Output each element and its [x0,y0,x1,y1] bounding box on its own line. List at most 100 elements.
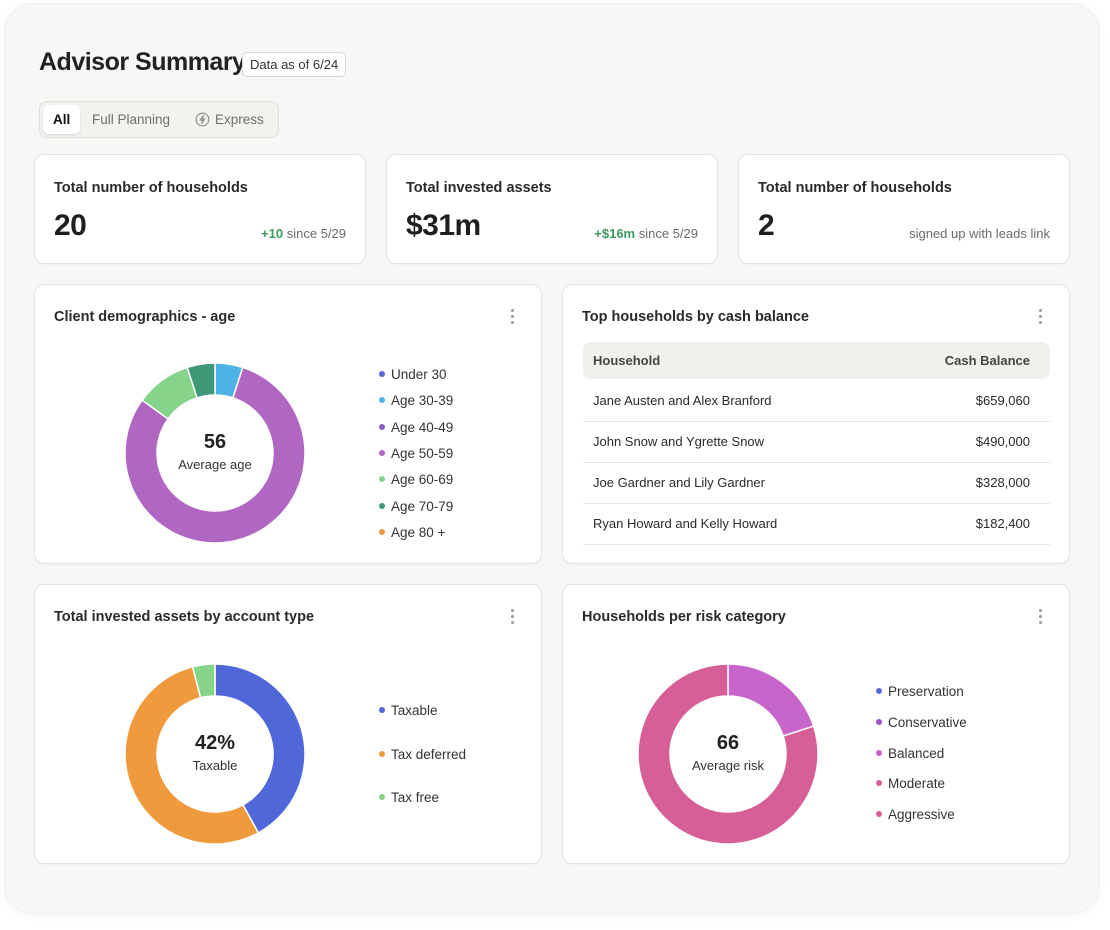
lightning-icon [195,112,210,127]
tab-express-label: Express [215,112,264,127]
tab-express[interactable]: Express [195,105,264,134]
donut-slice-age-70-79[interactable] [186,363,216,399]
legend-label: Age 60-69 [391,472,454,488]
legend-dot-icon [876,749,882,756]
stat-delta: +$16m [594,226,636,241]
table-row[interactable]: Ryan Howard and Kelly Howard $182,400 [583,504,1050,545]
legend-label: Age 30-39 [391,393,454,409]
average-age-label: Average age [178,457,252,472]
donut-slice-taxable[interactable] [214,664,305,834]
legend-item: Aggressive [876,807,955,822]
age-demographics-card: Client demographics - age 56 Average age… [34,284,542,564]
more-options-icon[interactable] [509,609,515,625]
stat-label: Total number of households [758,180,952,196]
legend-item: Tax deferred [379,747,466,762]
legend-dot-icon [379,449,385,456]
taxable-percent-label: Taxable [192,758,238,773]
taxable-percent-value: 42% [194,732,236,754]
legend-item: Age 80 + [379,525,445,540]
legend-item: Age 50-59 [379,446,453,461]
stat-card-invested-assets: Total invested assets $31m +$16m since 5… [386,154,718,264]
cash-balance: $328,000 [975,475,1030,490]
legend-item: Moderate [876,776,945,791]
cash-balance-card: Top households by cash balance Household… [562,284,1070,564]
legend-item: Preservation [876,684,964,699]
stat-label: Total number of households [54,180,248,196]
more-options-icon[interactable] [1037,609,1043,625]
stat-delta: +10 [261,226,284,241]
household-name: Ryan Howard and Kelly Howard [593,516,778,531]
legend-label: Age 70-79 [391,498,454,514]
legend-dot-icon [379,476,385,483]
stat-value: 2 [758,209,775,242]
legend-dot-icon [379,423,385,430]
legend-dot-icon [379,502,385,509]
more-options-icon[interactable] [1037,309,1043,325]
card-title: Top households by cash balance [582,309,809,325]
stat-value: 20 [54,209,87,242]
stat-note: signed up with leads link [909,226,1050,241]
legend-label: Preservation [888,684,964,699]
legend-label: Taxable [391,703,438,718]
tab-full-planning[interactable]: Full Planning [92,112,171,127]
average-age-value: 56 [203,431,227,453]
legend-dot-icon [876,811,882,818]
legend-item: Age 30-39 [379,393,453,408]
legend-item: Taxable [379,703,438,718]
account-type-card: Total invested assets by account type 42… [34,584,542,864]
stat-note-text: since 5/29 [286,226,346,241]
table-row[interactable]: John Snow and Ygrette Snow $490,000 [583,422,1050,463]
donut-slice-tax-deferred[interactable] [125,665,260,844]
card-title: Client demographics - age [54,309,236,325]
legend-label: Tax free [391,790,440,805]
legend-item: Tax free [379,790,439,805]
legend-dot-icon [379,750,385,757]
stat-note: +10 since 5/29 [261,226,346,241]
donut-slice-age-50-59[interactable] [125,366,305,543]
legend-item: Balanced [876,746,944,761]
legend-dot-icon [876,688,882,694]
stat-label: Total invested assets [406,180,552,196]
legend-label: Tax deferred [391,746,467,762]
tab-all[interactable]: All [43,105,81,134]
cash-balance: $182,400 [975,516,1030,531]
donut-slice-balanced[interactable] [727,664,815,738]
legend-item: Conservative [876,715,967,730]
page-title: Advisor Summary [39,48,246,76]
column-cash-balance: Cash Balance [944,353,1030,368]
stat-value: $31m [406,209,481,242]
donut-slice-tax-free[interactable] [191,664,216,699]
donut-slice-moderate[interactable] [638,664,818,844]
legend-dot-icon [379,397,385,404]
legend-label: Age 40-49 [391,419,454,435]
legend-item: Age 40-49 [379,420,453,435]
legend-dot-icon [876,780,882,787]
legend-dot-icon [379,528,385,535]
household-name: John Snow and Ygrette Snow [593,434,765,449]
legend-label: Under 30 [391,367,447,382]
legend-item: Under 30 [379,367,447,382]
household-name: Jane Austen and Alex Branford [593,393,772,408]
risk-category-card: Households per risk category 66 Average … [562,584,1070,864]
column-household: Household [593,353,661,368]
cash-balance: $659,060 [975,393,1030,408]
stat-note: +$16m since 5/29 [594,226,698,241]
cash-balance: $490,000 [975,434,1030,449]
legend-dot-icon [379,707,385,713]
legend-dot-icon [876,718,882,725]
table-row[interactable]: Jane Austen and Alex Branford $659,060 [583,381,1050,422]
donut-center: 56 Average age [165,431,265,472]
household-name: Joe Gardner and Lily Gardner [593,475,765,490]
dashboard-frame: Advisor Summary Data as of 6/24 All Full… [5,4,1099,913]
donut-center: 66 Average risk [678,732,778,773]
filter-segmented-control: All Full Planning Express [39,101,279,138]
data-date-badge: Data as of 6/24 [242,52,347,77]
table-row[interactable]: Joe Gardner and Lily Gardner $328,000 [583,463,1050,504]
average-risk-value: 66 [716,732,740,754]
legend-label: Balanced [888,745,945,761]
legend-item: Age 60-69 [379,472,453,487]
average-risk-label: Average risk [691,758,764,773]
legend-label: Conservative [888,714,967,730]
more-options-icon[interactable] [509,309,515,325]
donut-center: 42% Taxable [165,732,265,773]
